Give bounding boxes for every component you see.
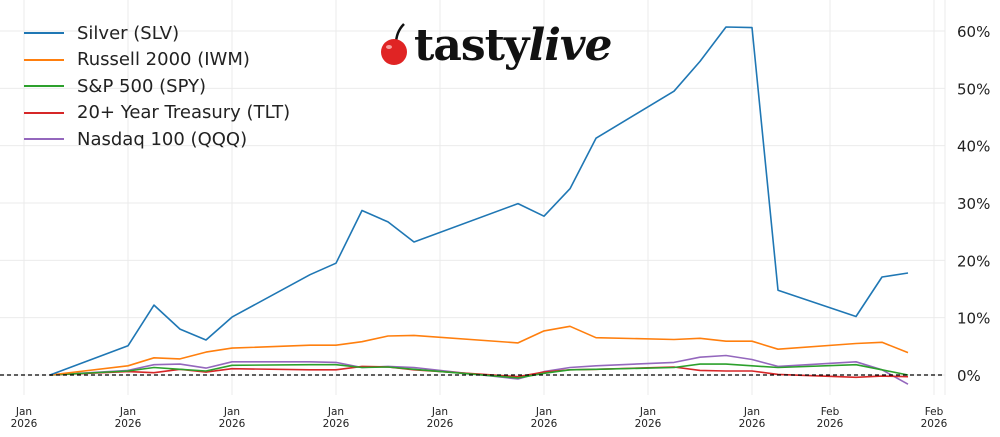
x-tick-label: Jan xyxy=(743,406,760,418)
x-tick-label: 2026 xyxy=(427,418,454,430)
legend-swatch xyxy=(24,111,64,114)
x-tick-label: 2026 xyxy=(635,418,662,430)
y-axis: 0% 10% 20% 30% 40% 50% 60% xyxy=(957,23,990,385)
legend-swatch xyxy=(24,58,64,61)
grid xyxy=(0,0,946,395)
series-line-russell-2000-iwm- xyxy=(49,325,909,376)
legend-item: Nasdaq 100 (QQQ) xyxy=(24,126,290,153)
x-tick-label: Jan xyxy=(327,406,344,418)
y-tick-label: 40% xyxy=(957,138,990,156)
legend-label: Silver (SLV) xyxy=(77,22,180,44)
y-tick-label: 50% xyxy=(957,80,990,98)
y-tick-label: 10% xyxy=(957,310,990,328)
y-tick-label: 60% xyxy=(957,23,990,41)
x-tick-label: 2026 xyxy=(921,418,948,430)
legend-swatch xyxy=(24,138,64,141)
x-tick-label: Jan xyxy=(431,406,448,418)
legend-label: Russell 2000 (IWM) xyxy=(77,49,250,71)
x-tick-label: 2026 xyxy=(531,418,558,430)
y-tick-label: 30% xyxy=(957,195,990,213)
series-line-s-p-500-spy- xyxy=(49,363,909,379)
x-tick-label: 2026 xyxy=(739,418,766,430)
x-tick-label: Feb xyxy=(821,406,840,418)
series-line-nasdaq-100-qqq- xyxy=(49,354,909,385)
legend-item: 20+ Year Treasury (TLT) xyxy=(24,100,290,127)
legend-swatch xyxy=(24,32,64,35)
y-tick-label: 0% xyxy=(957,367,981,385)
y-tick-label: 20% xyxy=(957,252,990,270)
logo-text: tastylive xyxy=(414,20,613,71)
legend-label: 20+ Year Treasury (TLT) xyxy=(77,102,291,124)
x-tick-label: Jan xyxy=(15,406,32,418)
x-tick-label: 2026 xyxy=(115,418,142,430)
legend-item: Russell 2000 (IWM) xyxy=(24,47,290,74)
x-axis: Jan2026Jan2026Jan2026Jan2026Jan2026Jan20… xyxy=(11,406,948,430)
x-tick-label: 2026 xyxy=(11,418,38,430)
legend: Silver (SLV) Russell 2000 (IWM) S&P 500 (S… xyxy=(24,20,290,153)
legend-swatch xyxy=(24,85,64,88)
x-tick-label: Jan xyxy=(223,406,240,418)
x-tick-label: 2026 xyxy=(323,418,350,430)
x-tick-label: 2026 xyxy=(817,418,844,430)
x-tick-label: Jan xyxy=(119,406,136,418)
legend-item: Silver (SLV) xyxy=(24,20,290,47)
series-lines xyxy=(49,26,909,385)
x-tick-label: Jan xyxy=(535,406,552,418)
x-tick-label: Feb xyxy=(925,406,944,418)
x-tick-label: 2026 xyxy=(219,418,246,430)
legend-label: Nasdaq 100 (QQQ) xyxy=(77,128,248,150)
legend-item: S&P 500 (SPY) xyxy=(24,73,290,100)
x-tick-label: Jan xyxy=(639,406,656,418)
cherry-icon xyxy=(381,22,407,65)
series-line-silver-slv- xyxy=(49,26,909,376)
tastylive-logo: tastylive xyxy=(378,20,613,71)
legend-label: S&P 500 (SPY) xyxy=(77,75,207,97)
